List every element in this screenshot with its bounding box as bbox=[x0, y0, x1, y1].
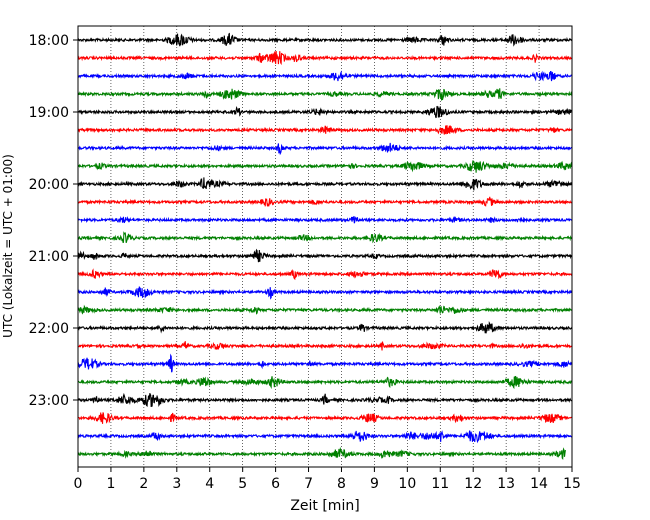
trace-2245 bbox=[77, 375, 573, 390]
x-tick-label: 1 bbox=[106, 476, 115, 492]
y-tick-label: 23:00 bbox=[29, 393, 69, 409]
x-tick-label: 12 bbox=[464, 476, 482, 492]
x-tick-label: 4 bbox=[205, 476, 214, 492]
trace-2030 bbox=[77, 215, 573, 224]
trace-2330 bbox=[77, 430, 573, 444]
x-tick-label: 0 bbox=[74, 476, 83, 492]
plot-frame bbox=[77, 25, 573, 468]
x-tick-label: 2 bbox=[139, 476, 148, 492]
trace-rows bbox=[77, 32, 573, 461]
x-axis-ticks: 0 1 2 3 4 5 6 7 8 9 10 11 12 13 14 15 bbox=[74, 467, 581, 492]
trace-2145 bbox=[77, 304, 573, 315]
y-tick-label: 22:00 bbox=[29, 321, 69, 337]
trace-2100 bbox=[77, 248, 573, 263]
trace-1900 bbox=[77, 105, 573, 119]
trace-1945 bbox=[77, 160, 573, 173]
x-tick-label: 9 bbox=[370, 476, 379, 492]
y-tick-label: 21:00 bbox=[29, 249, 69, 265]
x-tick-label: 10 bbox=[398, 476, 416, 492]
trace-2215 bbox=[77, 341, 573, 351]
x-tick-label: 6 bbox=[271, 476, 280, 492]
x-tick-label: 14 bbox=[530, 476, 548, 492]
trace-1830 bbox=[77, 70, 573, 82]
trace-2045 bbox=[77, 231, 573, 244]
trace-2130 bbox=[77, 286, 573, 300]
trace-1800 bbox=[77, 32, 573, 47]
trace-2300 bbox=[77, 392, 573, 408]
trace-2200 bbox=[77, 320, 573, 334]
trace-1815 bbox=[77, 51, 573, 66]
y-tick-label: 20:00 bbox=[29, 177, 69, 193]
trace-2345 bbox=[77, 446, 566, 461]
y-axis-ticks: 18:00 19:00 20:00 21:00 22:00 23:00 bbox=[29, 33, 78, 409]
trace-2000 bbox=[77, 177, 573, 191]
x-tick-label: 7 bbox=[304, 476, 313, 492]
y-tick-label: 18:00 bbox=[29, 33, 69, 49]
trace-2230 bbox=[77, 353, 573, 373]
x-tick-label: 8 bbox=[337, 476, 346, 492]
trace-2115 bbox=[77, 268, 573, 281]
trace-1930 bbox=[77, 142, 573, 156]
x-tick-label: 5 bbox=[238, 476, 247, 492]
x-axis-label: Zeit [min] bbox=[290, 498, 359, 514]
trace-1845 bbox=[77, 88, 573, 101]
y-tick-label: 19:00 bbox=[29, 105, 69, 121]
x-tick-label: 13 bbox=[497, 476, 515, 492]
x-tick-label: 11 bbox=[431, 476, 449, 492]
x-tick-label: 3 bbox=[172, 476, 181, 492]
y-axis-label: UTC (Lokalzeit = UTC + 01:00) bbox=[1, 154, 15, 338]
x-tick-label: 15 bbox=[563, 476, 581, 492]
trace-2315 bbox=[77, 412, 573, 424]
trace-1915 bbox=[77, 125, 573, 135]
trace-2015 bbox=[77, 196, 573, 207]
